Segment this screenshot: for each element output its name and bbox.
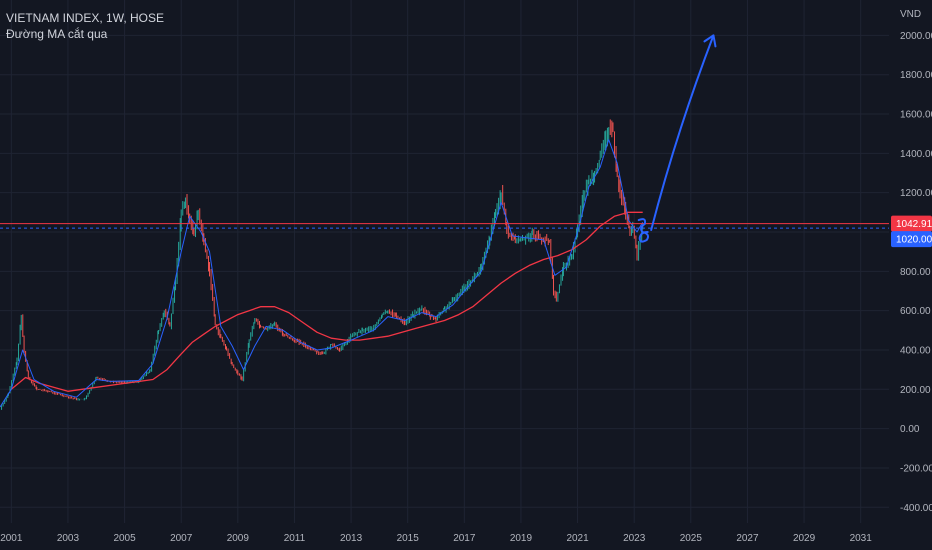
x-tick-label: 2025	[680, 533, 703, 544]
marker-price-badge-label: 1020.00	[896, 235, 932, 246]
y-tick-label: 1400.00	[900, 149, 932, 160]
x-tick-label: 2021	[566, 533, 589, 544]
y-tick-label: 0.00	[900, 424, 920, 435]
y-tick-label: 2000.00	[900, 31, 932, 42]
x-tick-label: 2009	[227, 533, 250, 544]
x-tick-label: 2027	[736, 533, 759, 544]
x-tick-label: 2005	[113, 533, 136, 544]
y-tick-label: 600.00	[900, 306, 931, 317]
y-tick-label: 800.00	[900, 267, 931, 278]
y-tick-label: 1200.00	[900, 188, 932, 199]
current-price-badge	[891, 215, 932, 232]
y-tick-label: 400.00	[900, 345, 931, 356]
fast-ma-line	[0, 139, 644, 408]
x-tick-label: 2029	[793, 533, 816, 544]
marker-price-badge	[891, 231, 932, 248]
y-tick-label: 200.00	[900, 385, 931, 396]
trend-arrow-head	[703, 34, 717, 48]
y-tick-label: -200.00	[900, 463, 932, 474]
x-tick-label: 2017	[453, 533, 476, 544]
y-tick-label: 1600.00	[900, 110, 932, 121]
x-tick-label: 2001	[0, 533, 23, 544]
x-tick-label: 2013	[340, 533, 363, 544]
trend-arrow	[650, 34, 715, 232]
current-price-badge-label: 1042.91	[896, 219, 932, 230]
slow-ma-line	[10, 211, 643, 392]
x-tick-label: 2023	[623, 533, 646, 544]
chart-legend: VIETNAM INDEX, 1W, HOSE Đường MA cắt qua	[6, 10, 164, 42]
currency-label: VND	[900, 9, 921, 20]
x-tick-label: 2011	[284, 533, 306, 544]
x-tick-label: 2007	[170, 533, 193, 544]
legend-indicator[interactable]: Đường MA cắt qua	[6, 27, 108, 41]
legend-symbol[interactable]: VIETNAM INDEX, 1W, HOSE	[6, 11, 165, 25]
hand-drawn-loop	[637, 218, 649, 243]
y-tick-label: -400.00	[900, 503, 932, 514]
x-tick-label: 2015	[397, 533, 420, 544]
x-tick-label: 2031	[850, 533, 873, 544]
y-tick-label: 1800.00	[900, 70, 932, 81]
candles	[1, 119, 644, 410]
x-tick-label: 2019	[510, 533, 533, 544]
x-tick-label: 2003	[57, 533, 80, 544]
